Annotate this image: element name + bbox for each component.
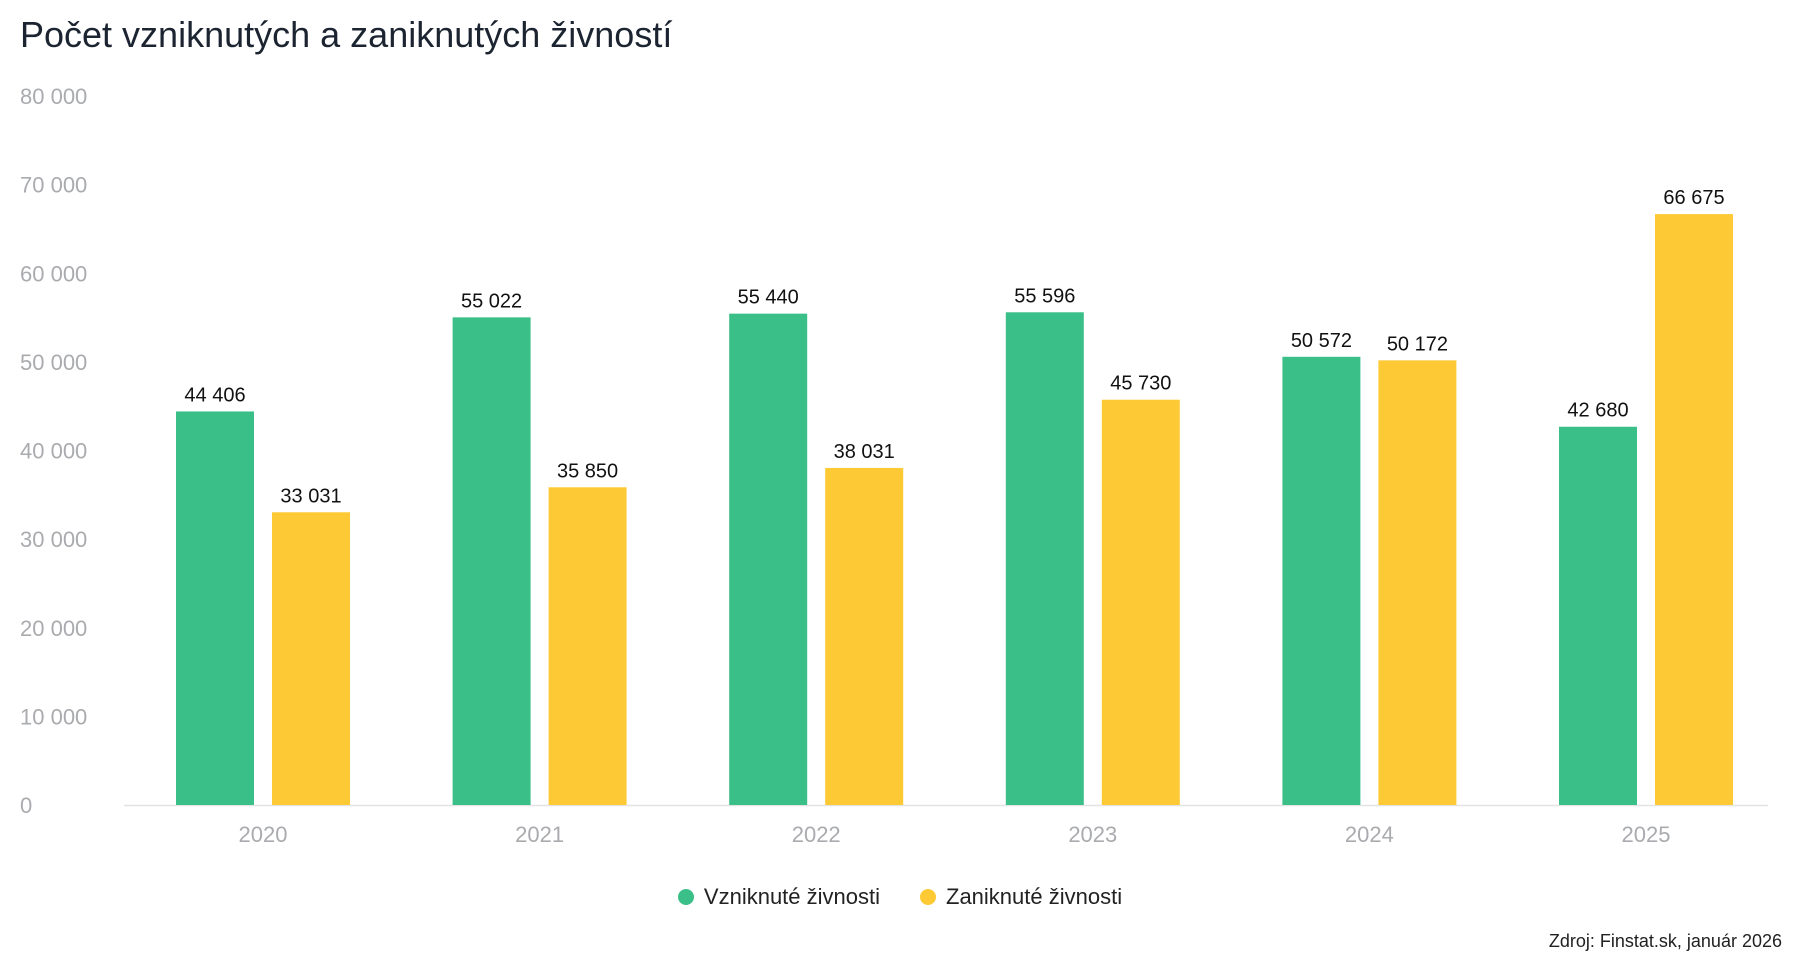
bar-vzniknute-2025 <box>1559 426 1637 805</box>
legend-item-zaniknute[interactable]: Zaniknuté živnosti <box>920 884 1122 910</box>
y-tick-label: 0 <box>20 793 32 818</box>
data-label: 35 850 <box>557 460 618 482</box>
bar-vzniknute-2022 <box>729 313 808 805</box>
data-label: 44 406 <box>184 384 245 406</box>
source-note: Zdroj: Finstat.sk, január 2026 <box>1548 931 1782 951</box>
bar-zaniknute-2020 <box>272 512 350 805</box>
data-label: 66 675 <box>1663 187 1724 209</box>
chart-title: Počet vzniknutých a zaniknutých živností <box>20 14 673 55</box>
data-label: 50 172 <box>1387 333 1448 355</box>
bar-zaniknute-2022 <box>825 467 904 805</box>
y-tick-label: 70 000 <box>20 173 87 198</box>
y-tick-label: 40 000 <box>20 439 87 464</box>
legend-marker-icon <box>920 889 936 905</box>
legend-marker-icon <box>677 889 694 905</box>
bar-zaniknute-2021 <box>548 487 627 805</box>
x-tick-label: 2020 <box>239 822 288 847</box>
data-label: 50 572 <box>1291 330 1352 352</box>
y-tick-label: 80 000 <box>20 84 87 109</box>
data-label: 45 730 <box>1110 373 1171 395</box>
x-tick-label: 2021 <box>515 822 564 847</box>
data-label: 55 022 <box>461 290 522 312</box>
x-tick-label: 2023 <box>1068 822 1117 847</box>
y-tick-label: 10 000 <box>20 704 87 729</box>
data-label: 42 680 <box>1567 400 1628 422</box>
bar-vzniknute-2021 <box>452 317 531 805</box>
legend-item-vzniknute[interactable]: Vzniknuté živnosti <box>677 884 880 910</box>
x-tick-label: 2022 <box>792 822 841 847</box>
data-label: 38 031 <box>834 441 895 463</box>
legend: Vzniknuté živnosti Zaniknuté živnosti <box>0 884 1800 910</box>
y-tick-label: 60 000 <box>20 261 87 286</box>
y-tick-label: 30 000 <box>20 527 87 552</box>
data-label: 55 440 <box>738 287 799 309</box>
x-tick-label: 2025 <box>1622 822 1671 847</box>
data-label: 33 031 <box>280 485 341 507</box>
bar-vzniknute-2020 <box>176 411 254 805</box>
bar-zaniknute-2024 <box>1378 360 1457 805</box>
x-tick-label: 2024 <box>1345 822 1394 847</box>
bar-vzniknute-2024 <box>1282 356 1361 805</box>
y-tick-label: 50 000 <box>20 350 87 375</box>
data-label: 55 596 <box>1014 285 1075 307</box>
legend-label: Zaniknuté živnosti <box>946 884 1123 909</box>
bar-zaniknute-2025 <box>1655 214 1733 805</box>
bar-zaniknute-2023 <box>1101 399 1180 805</box>
y-tick-label: 20 000 <box>20 616 87 641</box>
legend-label: Vzniknuté živnosti <box>703 884 880 909</box>
bar-vzniknute-2023 <box>1005 312 1084 805</box>
